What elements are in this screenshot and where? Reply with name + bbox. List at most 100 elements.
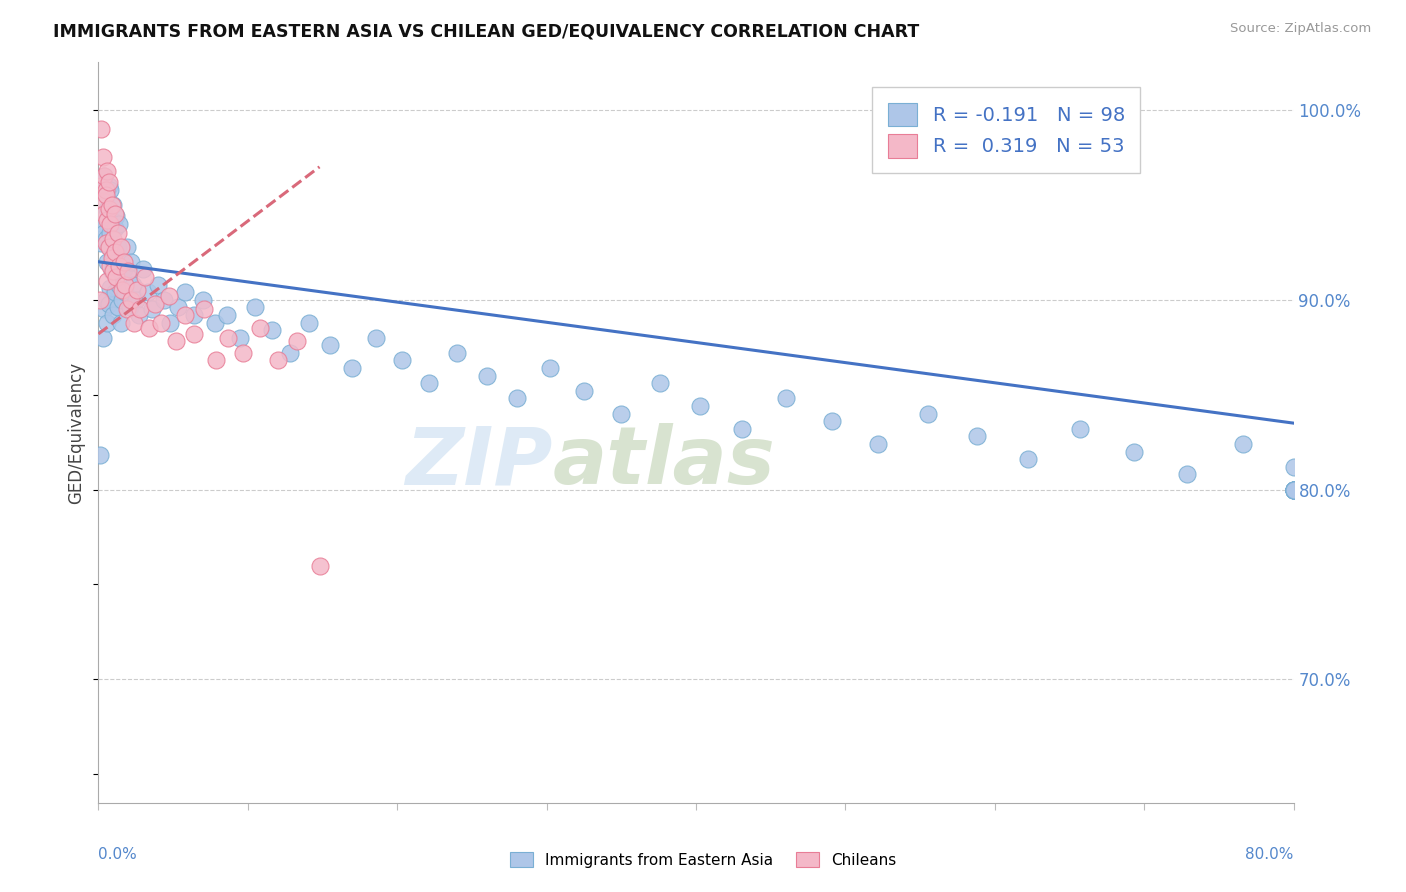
Point — [610, 407, 633, 421]
Point — [107, 239, 129, 253]
Point — [319, 338, 342, 352]
Point — [107, 227, 129, 241]
Point — [104, 220, 127, 235]
Point — [101, 198, 124, 212]
Point — [821, 414, 844, 428]
Point — [125, 293, 148, 307]
Point — [342, 361, 364, 376]
Point — [1282, 483, 1305, 497]
Point — [94, 293, 117, 307]
Point — [148, 277, 170, 292]
Point — [1282, 483, 1305, 497]
Point — [96, 274, 118, 288]
Point — [103, 198, 125, 212]
Point — [215, 308, 238, 322]
Point — [366, 331, 388, 345]
Point — [91, 150, 114, 164]
Point — [97, 175, 120, 189]
Point — [689, 399, 711, 413]
Point — [112, 254, 135, 268]
Point — [1282, 483, 1305, 497]
Point — [108, 277, 131, 292]
Point — [101, 213, 124, 227]
Point — [245, 301, 267, 315]
Point — [157, 289, 180, 303]
Point — [506, 392, 529, 406]
Point — [650, 376, 672, 391]
Point — [127, 283, 149, 297]
Point — [97, 296, 120, 310]
Point — [232, 346, 254, 360]
Point — [101, 251, 124, 265]
Point — [1017, 452, 1039, 467]
Text: 80.0%: 80.0% — [1246, 847, 1294, 863]
Point — [143, 296, 166, 310]
Text: 0.0%: 0.0% — [98, 847, 138, 863]
Point — [174, 308, 197, 322]
Point — [1122, 444, 1144, 458]
Point — [298, 316, 321, 330]
Point — [966, 429, 988, 443]
Point — [94, 232, 117, 246]
Point — [105, 209, 128, 223]
Point — [191, 293, 214, 307]
Point — [475, 368, 498, 383]
Text: atlas: atlas — [553, 423, 775, 501]
Point — [93, 227, 115, 241]
Point — [98, 259, 122, 273]
Point — [89, 293, 111, 307]
Point — [117, 264, 139, 278]
Point — [117, 269, 139, 284]
Point — [731, 422, 754, 436]
Point — [193, 302, 215, 317]
Point — [105, 269, 128, 284]
Point — [104, 245, 127, 260]
Point — [917, 407, 939, 421]
Point — [101, 264, 124, 278]
Point — [868, 437, 890, 451]
Point — [115, 302, 138, 317]
Point — [572, 384, 595, 398]
Point — [98, 281, 122, 295]
Point — [138, 321, 160, 335]
Point — [96, 163, 118, 178]
Point — [91, 217, 114, 231]
Point — [90, 235, 112, 250]
Legend: R = -0.191   N = 98, R =  0.319   N = 53: R = -0.191 N = 98, R = 0.319 N = 53 — [872, 87, 1140, 173]
Point — [1282, 483, 1305, 497]
Point — [96, 213, 118, 227]
Point — [183, 326, 205, 341]
Point — [97, 239, 120, 253]
Point — [103, 264, 125, 278]
Point — [1282, 483, 1305, 497]
Point — [132, 262, 155, 277]
Point — [418, 376, 440, 391]
Point — [114, 285, 136, 300]
Point — [141, 302, 163, 317]
Y-axis label: GED/Equivalency: GED/Equivalency — [67, 361, 86, 504]
Point — [183, 308, 205, 322]
Point — [112, 262, 135, 277]
Point — [249, 321, 271, 335]
Point — [103, 308, 125, 322]
Point — [90, 178, 112, 193]
Point — [94, 188, 117, 202]
Point — [110, 254, 132, 268]
Point — [1232, 437, 1254, 451]
Point — [1282, 483, 1305, 497]
Point — [1177, 467, 1199, 482]
Point — [104, 207, 127, 221]
Point — [103, 232, 125, 246]
Point — [1282, 483, 1305, 497]
Point — [118, 301, 141, 315]
Point — [93, 302, 115, 317]
Point — [108, 217, 131, 231]
Point — [120, 254, 142, 268]
Point — [97, 178, 120, 193]
Point — [128, 308, 150, 322]
Point — [267, 353, 290, 368]
Point — [90, 121, 112, 136]
Point — [111, 283, 134, 297]
Text: ZIP: ZIP — [405, 423, 553, 501]
Point — [166, 301, 188, 315]
